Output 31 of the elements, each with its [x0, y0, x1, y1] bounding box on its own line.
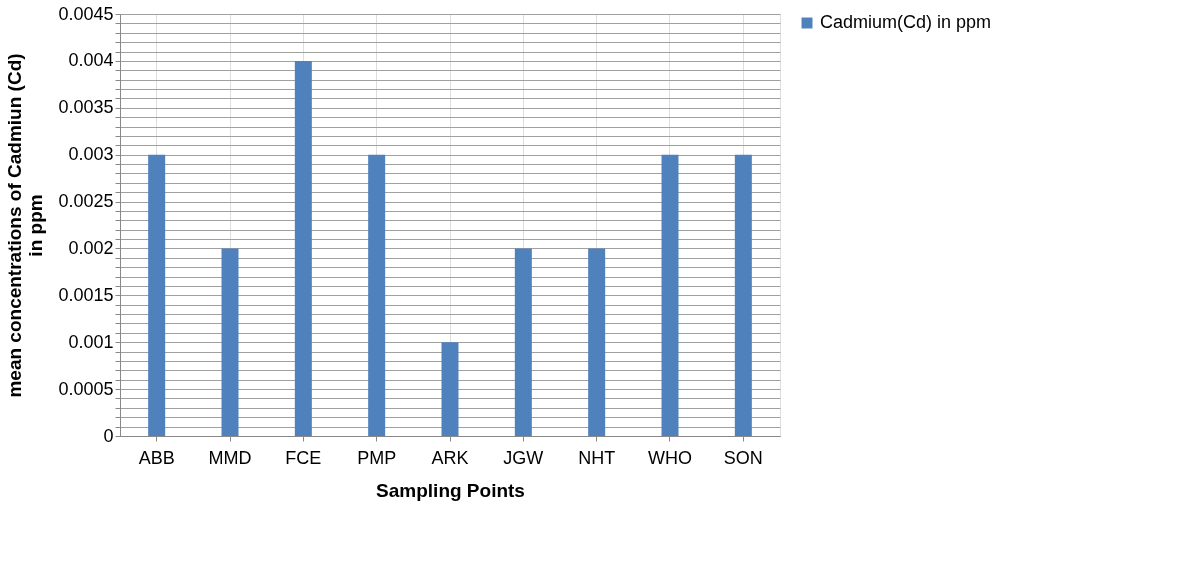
x-axis-title: Sampling Points	[376, 479, 525, 501]
x-tick-label: SON	[723, 447, 763, 468]
y-tick-label: 0.0015	[58, 284, 114, 305]
x-tick-label: WHO	[648, 447, 692, 468]
x-tick-label: JGW	[503, 447, 544, 468]
y-tick-label: 0.0035	[58, 97, 114, 118]
y-axis-title: mean concentrations of Cadmiun (Cd) in ppm	[4, 53, 47, 398]
bar	[734, 154, 752, 436]
x-tick-label: FCE	[285, 447, 322, 468]
y-tick-label: 0.004	[68, 50, 114, 71]
x-tick-label: NHT	[578, 447, 616, 468]
x-tick-label: MMD	[208, 447, 252, 468]
y-tick-label: 0	[103, 425, 114, 446]
y-tick-label: 0.0005	[58, 378, 114, 399]
bar	[661, 154, 679, 436]
bar	[588, 248, 606, 436]
y-tick-label: 0.003	[68, 144, 114, 165]
y-tick-label: 0.001	[68, 331, 114, 352]
x-tick-label: ARK	[431, 447, 469, 468]
y-tick-label: 0.0025	[58, 191, 114, 212]
bar	[294, 60, 312, 436]
bar	[221, 248, 239, 436]
legend-label: Cadmium(Cd) in ppm	[820, 12, 992, 32]
y-tick-label: 0.002	[68, 237, 114, 258]
bar	[514, 248, 532, 436]
y-tick-label: 0.0045	[58, 3, 114, 24]
x-tick-label: PMP	[357, 447, 397, 468]
bar	[368, 154, 386, 436]
bar	[441, 342, 459, 436]
bar	[148, 154, 166, 436]
x-tick-label: ABB	[138, 447, 175, 468]
